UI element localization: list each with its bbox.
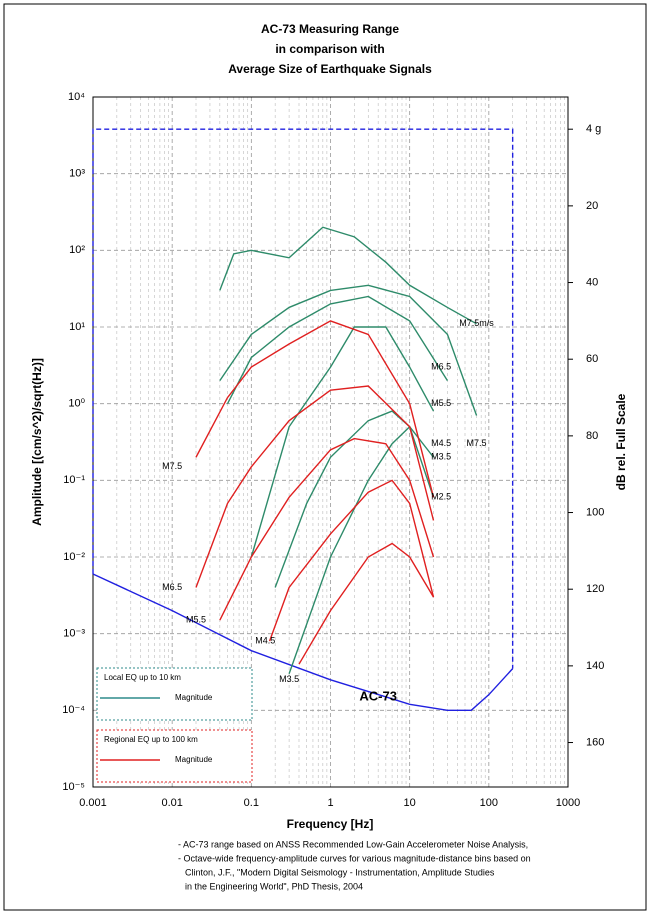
annotation: M2.5 (431, 492, 451, 502)
legend-title: Local EQ up to 10 km (104, 673, 181, 682)
y2-tick-label: 20 (586, 200, 598, 212)
y-tick-label: 10³ (69, 168, 85, 180)
x-tick-label: 100 (480, 797, 498, 809)
y-axis-label: Amplitude [(cm/s^2)/sqrt(Hz)] (30, 358, 44, 526)
series-line (195, 385, 435, 588)
annotation: M7.5 (467, 438, 487, 448)
y2-tick-label: 40 (586, 276, 598, 288)
x-tick-label: 0.1 (244, 797, 259, 809)
series-line (226, 295, 449, 404)
x-tick-label: 0.001 (79, 797, 107, 809)
annotation: M4.5 (431, 438, 451, 448)
annotation: M5.5 (186, 615, 206, 625)
x-tick-label: 10 (404, 797, 416, 809)
legend-title: Regional EQ up to 100 km (104, 735, 198, 744)
note: in the Engineering World", PhD Thesis, 2… (185, 881, 363, 891)
y2-tick-label: 80 (586, 430, 598, 442)
annotation: M5.5 (431, 398, 451, 408)
y-tick-label: 10² (69, 244, 85, 256)
annotation: M7.5 (162, 461, 182, 471)
annotation: M4.5 (255, 635, 275, 645)
y2-tick-label: 120 (586, 583, 604, 595)
annotation: M6.5 (162, 582, 182, 592)
y-tick-label: 10⁴ (68, 91, 85, 103)
y2-axis-label: dB rel. Full Scale (614, 393, 628, 490)
y2-tick-label: 160 (586, 736, 604, 748)
chart-title: AC-73 Measuring Range (261, 22, 399, 36)
annotation: M3.5 (279, 674, 299, 684)
series-line (219, 437, 435, 621)
chart-title: in comparison with (275, 42, 384, 56)
series-line (288, 425, 435, 674)
chart-title: Average Size of Earthquake Signals (228, 62, 432, 76)
note: - Octave-wide frequency-amplitude curves… (178, 853, 531, 863)
annotation: M7.5m/s (459, 318, 494, 328)
x-tick-label: 1000 (556, 797, 580, 809)
series-line (219, 226, 477, 325)
annotation: M6.5 (431, 361, 451, 371)
annotation: M3.5 (431, 452, 451, 462)
y-tick-label: 10⁻⁵ (62, 781, 85, 793)
y-tick-label: 10⁻² (63, 551, 85, 563)
y2-tick-label: 4 g (586, 123, 601, 135)
legend-label: Magnitude (175, 693, 213, 702)
annotation: AC-73 (359, 688, 397, 703)
legend-label: Magnitude (175, 755, 213, 764)
legend-box (96, 729, 253, 783)
series-line (219, 284, 478, 416)
series-line (195, 320, 435, 498)
y-tick-label: 10⁻⁴ (62, 704, 85, 716)
y2-tick-label: 60 (586, 353, 598, 365)
y-tick-label: 10⁻¹ (63, 474, 85, 486)
note: Clinton, J.F., "Modern Digital Seismolog… (185, 867, 495, 877)
y-tick-label: 10⁰ (68, 398, 85, 410)
y2-tick-label: 100 (586, 506, 604, 518)
series-line (250, 326, 435, 558)
y-tick-label: 10⁻³ (63, 628, 85, 640)
y-tick-label: 10¹ (69, 321, 85, 333)
x-axis-label: Frequency [Hz] (287, 817, 374, 831)
series-line (92, 573, 514, 712)
x-tick-label: 1 (327, 797, 333, 809)
y2-tick-label: 140 (586, 660, 604, 672)
frame (3, 3, 647, 911)
series-line (298, 542, 435, 665)
legend-box (96, 667, 253, 721)
x-tick-label: 0.01 (161, 797, 182, 809)
note: - AC-73 range based on ANSS Recommended … (178, 839, 528, 849)
series-line (268, 479, 435, 642)
